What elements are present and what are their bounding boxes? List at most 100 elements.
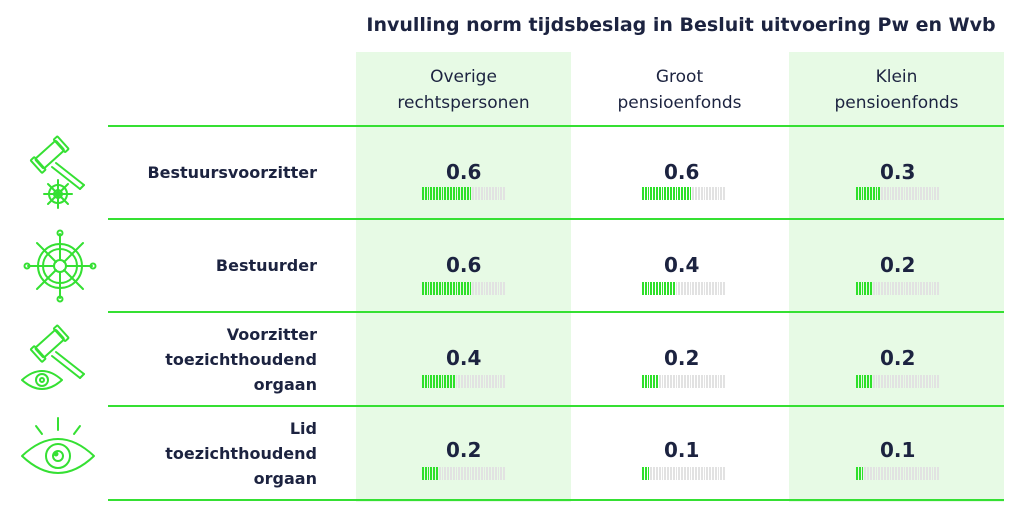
row-label-line: Voorzitter — [226, 324, 317, 344]
value-bar — [856, 375, 940, 388]
bar-segment-empty — [464, 467, 466, 480]
bar-segment-filled — [867, 187, 869, 200]
bar-segment-filled — [644, 282, 647, 295]
bar-segment-empty — [872, 375, 875, 388]
bar-segment-empty — [698, 467, 700, 480]
bar-segment-empty — [497, 282, 500, 295]
bar-segment-empty — [695, 187, 697, 200]
column-header-line: rechtspersonen — [397, 93, 530, 113]
bar-segment-empty — [678, 282, 681, 295]
bar-segment-empty — [923, 467, 925, 480]
bar-segment-empty — [928, 467, 931, 480]
bar-segment-filled — [430, 375, 433, 388]
bar-segment-filled — [858, 187, 861, 200]
bar-segment-empty — [712, 467, 714, 480]
gavel-and-eye-icon — [14, 322, 102, 398]
bar-segment-filled — [647, 467, 650, 480]
bar-segment-empty — [886, 187, 889, 200]
bar-segment-filled — [430, 282, 433, 295]
bar-segment-empty — [884, 467, 886, 480]
bar-segment-empty — [898, 375, 900, 388]
bar-segment-empty — [926, 282, 928, 295]
bar-segment-empty — [917, 375, 920, 388]
bar-segment-filled — [450, 187, 452, 200]
bar-segment-filled — [689, 187, 692, 200]
bar-segment-empty — [692, 467, 695, 480]
bar-segment-filled — [452, 282, 455, 295]
bar-segment-filled — [644, 187, 647, 200]
bar-segment-filled — [858, 375, 861, 388]
bar-segment-filled — [864, 187, 867, 200]
bar-segment-filled — [642, 467, 644, 480]
bar-segment-empty — [500, 187, 503, 200]
column-header-line: Klein — [875, 67, 918, 87]
bar-segment-empty — [698, 375, 700, 388]
bar-segment-empty — [681, 375, 683, 388]
bar-segment-empty — [937, 282, 939, 295]
bar-segment-empty — [717, 187, 720, 200]
gavel-and-helm-icon — [14, 133, 102, 213]
row-label-voorzitter-toezichthoudend-orgaan: Voorzitter toezichthoudend orgaan — [110, 313, 317, 405]
bar-segment-empty — [878, 375, 881, 388]
bar-segment-empty — [698, 282, 700, 295]
bar-segment-empty — [931, 467, 934, 480]
bar-segment-empty — [692, 282, 695, 295]
bar-segment-empty — [500, 282, 503, 295]
bar-segment-empty — [903, 375, 906, 388]
bar-segment-empty — [717, 375, 720, 388]
bar-segment-empty — [681, 467, 683, 480]
bar-segment-empty — [898, 187, 900, 200]
bar-segment-filled — [647, 187, 650, 200]
bar-segment-empty — [684, 467, 686, 480]
bar-segment-empty — [898, 282, 900, 295]
bar-segment-empty — [689, 282, 692, 295]
bar-segment-filled — [424, 375, 427, 388]
bar-segment-empty — [714, 187, 717, 200]
bar-segment-filled — [647, 375, 650, 388]
bar-segment-filled — [642, 187, 644, 200]
bar-segment-empty — [934, 375, 937, 388]
bar-segment-empty — [494, 282, 497, 295]
bar-segment-empty — [472, 467, 475, 480]
bar-segment-empty — [914, 375, 917, 388]
value-bar — [422, 187, 506, 200]
bar-segment-filled — [447, 187, 449, 200]
bar-segment-empty — [717, 467, 720, 480]
bar-segment-filled — [466, 187, 469, 200]
bar-segment-empty — [906, 467, 909, 480]
value-bar — [422, 467, 506, 480]
bar-segment-filled — [436, 467, 438, 480]
bar-segment-empty — [494, 375, 497, 388]
bar-segment-empty — [489, 187, 491, 200]
bar-segment-empty — [664, 467, 667, 480]
value-bar — [642, 375, 726, 388]
bar-segment-empty — [686, 282, 689, 295]
bar-segment-empty — [486, 282, 489, 295]
bar-segment-empty — [712, 282, 714, 295]
bar-segment-empty — [881, 467, 883, 480]
bar-segment-filled — [424, 467, 427, 480]
bar-segment-empty — [884, 187, 886, 200]
bar-segment-empty — [872, 467, 875, 480]
bar-segment-empty — [892, 187, 895, 200]
bar-segment-empty — [455, 375, 458, 388]
bar-segment-empty — [875, 282, 878, 295]
bar-segment-filled — [864, 375, 867, 388]
bar-segment-empty — [917, 282, 920, 295]
bar-segment-empty — [912, 282, 914, 295]
bar-segment-empty — [875, 375, 878, 388]
bar-segment-empty — [926, 187, 928, 200]
bar-segment-filled — [647, 282, 650, 295]
bar-segment-filled — [875, 187, 878, 200]
bar-segment-empty — [706, 282, 709, 295]
bar-segment-empty — [438, 467, 441, 480]
bar-segment-empty — [480, 282, 483, 295]
bar-segment-empty — [881, 282, 883, 295]
bar-segment-filled — [422, 187, 424, 200]
value-bar — [642, 467, 726, 480]
bar-segment-empty — [475, 282, 477, 295]
bar-segment-empty — [920, 282, 923, 295]
bar-segment-filled — [433, 467, 435, 480]
column-header-line: pensioenfonds — [834, 93, 959, 113]
value-bar — [856, 467, 940, 480]
